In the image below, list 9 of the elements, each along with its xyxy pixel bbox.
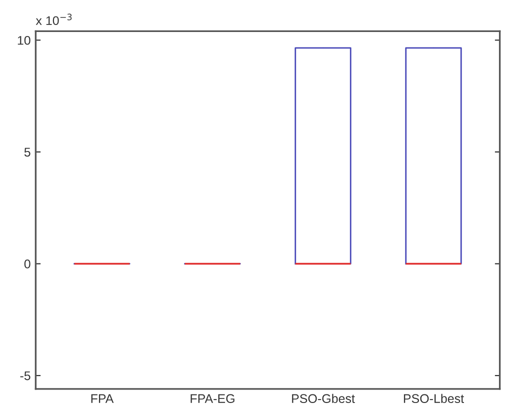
x-tick-label: FPA-EG bbox=[190, 394, 234, 404]
x-tick-label: PSO-Gbest bbox=[292, 394, 355, 404]
y-tick-label: 0 bbox=[24, 260, 30, 268]
text: x 10$^{−3}$ bbox=[36, 14, 72, 26]
x-tick-label: PSO-Lbest bbox=[404, 394, 464, 404]
y-tick-label: -5 bbox=[20, 371, 30, 380]
y-tick-label: 5 bbox=[24, 148, 30, 157]
y-tick-label: 10 bbox=[18, 36, 30, 45]
x-tick-label: FPA bbox=[91, 394, 114, 403]
